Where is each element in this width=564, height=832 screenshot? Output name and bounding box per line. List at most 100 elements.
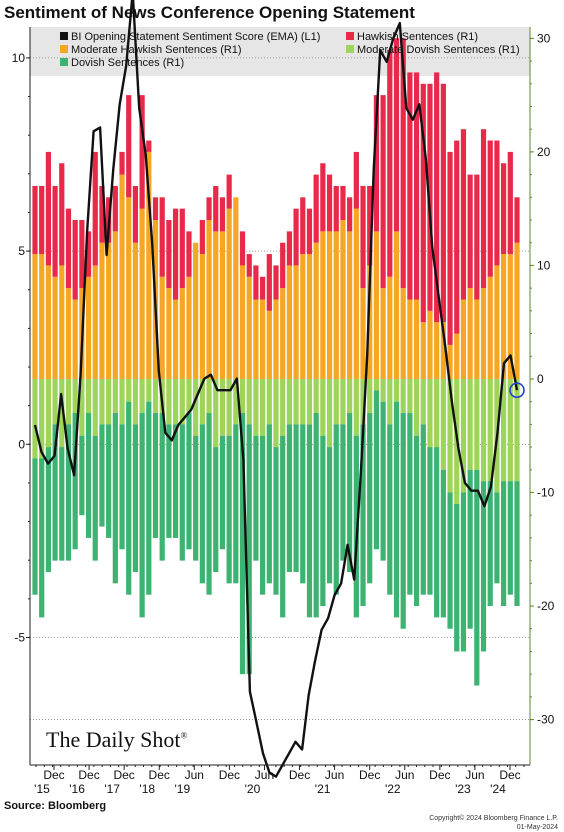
bar-moderate-hawkish bbox=[59, 265, 65, 379]
bar-dovish bbox=[467, 469, 473, 629]
x-tick-year: '16 bbox=[69, 782, 85, 796]
bar-moderate-hawkish bbox=[72, 299, 78, 379]
bar-hawkish bbox=[380, 95, 386, 289]
bar-hawkish bbox=[460, 129, 467, 300]
bar-dovish bbox=[32, 458, 38, 595]
bar-hawkish bbox=[152, 197, 159, 221]
bar-hawkish bbox=[266, 254, 272, 311]
x-tick-month: Dec bbox=[149, 768, 170, 782]
bar-moderate-dovish bbox=[313, 378, 319, 414]
daily-shot-logo: The Daily Shot® bbox=[46, 727, 188, 752]
bar-moderate-dovish bbox=[360, 378, 366, 425]
bar-dovish bbox=[440, 469, 446, 618]
bar-moderate-hawkish bbox=[434, 322, 440, 379]
bar-moderate-hawkish bbox=[266, 310, 272, 379]
x-tick-year: '17 bbox=[104, 782, 120, 796]
x-tick-month: Jun bbox=[395, 768, 414, 782]
bar-moderate-dovish bbox=[172, 378, 179, 425]
bar-moderate-dovish bbox=[72, 378, 78, 414]
bar-dovish bbox=[139, 413, 145, 618]
bar-hawkish bbox=[39, 185, 45, 255]
bar-dovish bbox=[460, 492, 467, 652]
bar-moderate-hawkish bbox=[393, 231, 400, 379]
right-tick-label: -30 bbox=[537, 713, 555, 727]
bar-moderate-dovish bbox=[219, 378, 226, 436]
bar-hawkish bbox=[373, 95, 380, 232]
bar-moderate-hawkish bbox=[166, 288, 172, 379]
bar-moderate-dovish bbox=[320, 378, 326, 436]
bar-moderate-dovish bbox=[333, 378, 339, 425]
bar-moderate-hawkish bbox=[139, 208, 145, 379]
bar-hawkish bbox=[514, 197, 520, 243]
bar-dovish bbox=[313, 413, 319, 618]
bar-hawkish bbox=[286, 231, 292, 266]
bar-moderate-hawkish bbox=[501, 254, 507, 379]
bar-moderate-dovish bbox=[132, 378, 139, 425]
bar-hawkish bbox=[474, 174, 480, 300]
right-tick-label: -20 bbox=[537, 599, 555, 613]
bar-dovish bbox=[393, 401, 400, 618]
bar-moderate-dovish bbox=[501, 378, 507, 482]
axes-group: 1050-53020100-10-20-30Dec'15Dec'16Dec'17… bbox=[12, 27, 555, 796]
bar-moderate-hawkish bbox=[360, 288, 366, 379]
bar-moderate-hawkish bbox=[480, 288, 487, 379]
bar-dovish bbox=[119, 424, 125, 550]
bar-hawkish bbox=[400, 38, 406, 289]
left-tick-label: 5 bbox=[18, 244, 25, 258]
bar-moderate-dovish bbox=[340, 378, 346, 425]
bar-dovish bbox=[286, 424, 292, 572]
bar-moderate-hawkish bbox=[260, 299, 266, 379]
bar-moderate-hawkish bbox=[92, 265, 98, 379]
bar-moderate-hawkish bbox=[239, 265, 246, 379]
latest-point-marker bbox=[509, 382, 525, 399]
bar-moderate-hawkish bbox=[507, 254, 513, 379]
bar-moderate-hawkish bbox=[32, 254, 38, 379]
bar-moderate-dovish bbox=[474, 378, 480, 470]
bar-moderate-hawkish bbox=[454, 333, 460, 379]
bar-dovish bbox=[226, 435, 232, 584]
bar-dovish bbox=[59, 447, 65, 561]
bar-dovish bbox=[159, 413, 165, 561]
bar-moderate-dovish bbox=[280, 378, 286, 436]
bar-hawkish bbox=[45, 151, 51, 266]
bar-dovish bbox=[474, 469, 480, 686]
bar-moderate-dovish bbox=[106, 378, 112, 425]
bar-dovish bbox=[92, 435, 98, 561]
bar-moderate-dovish bbox=[112, 378, 118, 414]
bar-moderate-dovish bbox=[300, 378, 306, 425]
bar-moderate-hawkish bbox=[447, 344, 453, 379]
bar-hawkish bbox=[413, 72, 420, 300]
bar-moderate-dovish bbox=[92, 378, 98, 436]
x-tick-month: Dec bbox=[359, 768, 380, 782]
bar-dovish bbox=[72, 413, 78, 550]
bar-hawkish bbox=[112, 185, 118, 232]
bar-hawkish bbox=[434, 72, 440, 323]
bar-moderate-dovish bbox=[199, 378, 205, 425]
bar-hawkish bbox=[420, 83, 426, 323]
bar-hawkish bbox=[213, 185, 219, 232]
bar-moderate-hawkish bbox=[400, 288, 406, 379]
bar-moderate-dovish bbox=[326, 378, 333, 448]
bar-moderate-hawkish bbox=[467, 288, 473, 379]
bar-moderate-dovish bbox=[306, 378, 313, 425]
bar-hawkish bbox=[393, 38, 400, 232]
bar-moderate-hawkish bbox=[186, 276, 192, 379]
bar-moderate-dovish bbox=[273, 378, 279, 448]
bar-moderate-dovish bbox=[166, 378, 172, 425]
bar-moderate-hawkish bbox=[199, 254, 205, 379]
x-tick-month: Dec bbox=[78, 768, 99, 782]
legend-label: Dovish Sentences (R1) bbox=[71, 57, 184, 69]
bar-hawkish bbox=[407, 72, 413, 300]
bar-dovish bbox=[152, 413, 159, 538]
bar-moderate-hawkish bbox=[112, 231, 118, 379]
bar-moderate-dovish bbox=[353, 378, 359, 436]
bar-dovish bbox=[239, 413, 246, 675]
bar-moderate-dovish bbox=[487, 378, 493, 482]
bar-moderate-hawkish bbox=[320, 231, 326, 379]
bar-hawkish bbox=[166, 220, 172, 289]
bar-hawkish bbox=[454, 140, 460, 334]
bar-dovish bbox=[480, 481, 487, 652]
bar-hawkish bbox=[172, 208, 179, 300]
gridlines bbox=[30, 57, 530, 720]
bar-moderate-dovish bbox=[65, 378, 72, 425]
